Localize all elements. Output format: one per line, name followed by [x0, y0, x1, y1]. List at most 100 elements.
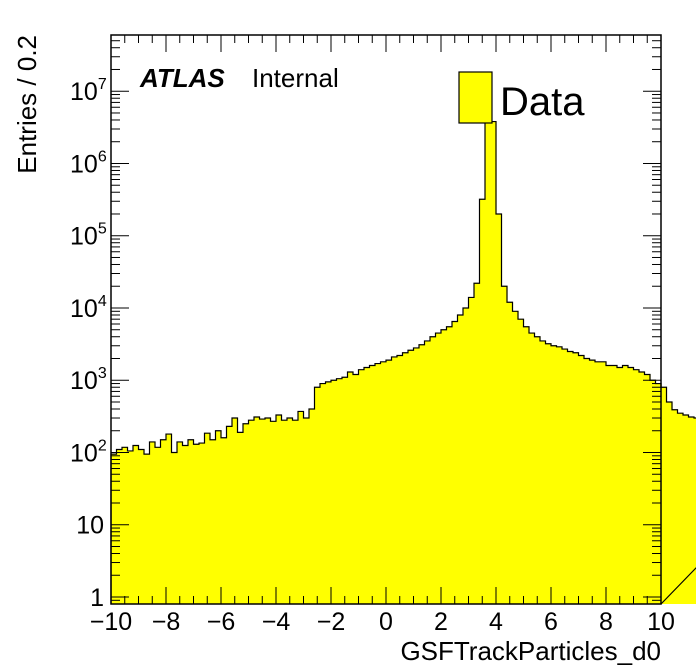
histogram-bin: [584, 358, 591, 604]
x-tick-label: 4: [489, 608, 503, 636]
histogram-bin: [149, 441, 156, 604]
histogram-bin: [622, 365, 629, 604]
legend-swatch: [458, 71, 493, 124]
histogram-bin: [540, 340, 547, 604]
histogram-bin: [160, 439, 167, 604]
y-tick-label-exponent: 2: [98, 437, 107, 454]
x-tick-label: 10: [647, 608, 675, 636]
histogram-bin: [529, 333, 536, 604]
histogram-bin: [562, 349, 569, 604]
histogram-bin: [463, 307, 470, 604]
x-tick-label: −2: [317, 608, 346, 636]
histogram-bin: [116, 449, 123, 604]
histogram-bin: [237, 432, 244, 604]
histogram-bin: [122, 447, 129, 604]
legend-label: Data: [500, 80, 585, 124]
histogram-bin: [276, 415, 283, 604]
histogram-bin: [127, 450, 134, 604]
histogram-bin: [331, 380, 338, 604]
histogram-bin: [188, 439, 195, 604]
y-tick-label-base: 10: [70, 223, 98, 251]
histogram-bin: [694, 418, 696, 604]
histogram-bin: [248, 420, 255, 604]
histogram-bin: [155, 447, 162, 604]
histogram-bin: [298, 411, 305, 604]
histogram-bin: [523, 326, 530, 604]
histogram-bin: [468, 297, 475, 604]
histogram-bin: [166, 434, 173, 604]
histogram-bin: [397, 355, 404, 604]
y-tick-label: 106: [70, 148, 107, 178]
y-tick-label-exponent: 4: [98, 293, 107, 310]
y-tick-label-base: 10: [70, 78, 98, 106]
y-tick-label: 105: [70, 221, 107, 251]
histogram-bin: [688, 416, 695, 604]
y-axis-title: Entries / 0.2: [12, 35, 42, 174]
x-tick-label: −10: [90, 608, 132, 636]
x-tick-label: 8: [599, 608, 613, 636]
x-tick-label: −6: [207, 608, 236, 636]
y-tick-label-base: 10: [70, 150, 98, 178]
histogram-bin: [320, 383, 327, 604]
y-tick-label-exponent: 5: [98, 221, 107, 238]
histogram-bin: [221, 437, 228, 604]
histogram-bin: [133, 445, 140, 604]
histogram-bin: [430, 336, 437, 604]
histogram-bin: [573, 352, 580, 604]
legend: Data: [458, 71, 585, 124]
x-tick-label: −4: [262, 608, 291, 636]
histogram-bin: [210, 439, 217, 604]
y-tick-label: 1: [90, 584, 104, 612]
histogram-bin: [496, 213, 503, 604]
histogram-bin: [457, 314, 464, 604]
x-tick-label: 2: [434, 608, 448, 636]
y-tick-label-base: 10: [70, 295, 98, 323]
histogram-bin: [551, 345, 558, 604]
histogram-bin: [611, 365, 618, 604]
histogram-bin: [479, 199, 486, 604]
histogram-bin: [672, 409, 679, 604]
histogram-bin: [485, 121, 492, 604]
histogram-bin: [303, 418, 310, 604]
x-tick-labels: −10 −8 −6 −4 −2 0 2 4 6 8 10: [90, 608, 675, 636]
histogram-bin: [144, 454, 151, 604]
histogram-bin: [666, 401, 673, 604]
histogram-bin: [111, 454, 118, 604]
atlas-label: ATLAS: [139, 63, 225, 93]
y-tick-label: 10: [76, 512, 104, 540]
histogram-bin: [215, 430, 222, 604]
histogram-bin: [386, 360, 393, 604]
histogram-bin: [171, 452, 178, 604]
histogram-bin: [419, 344, 426, 604]
histogram-bin: [567, 351, 574, 604]
histogram-bin: [655, 383, 662, 604]
histogram-bin: [353, 374, 360, 604]
histogram-bin: [413, 347, 420, 604]
histogram-bin: [474, 283, 481, 604]
histogram-bin: [342, 377, 349, 604]
histogram-bin: [628, 367, 635, 604]
histogram-bin: [265, 418, 272, 604]
histogram-bin: [490, 121, 497, 604]
histogram-bin: [138, 449, 145, 604]
histogram-bin: [512, 311, 519, 604]
y-tick-label-base: 10: [70, 367, 98, 395]
histogram-bin: [193, 444, 200, 604]
y-tick-label-exponent: 7: [98, 76, 107, 93]
histogram-bars: [111, 121, 696, 604]
histogram-bin: [633, 369, 640, 604]
y-tick-label-base: 10: [70, 439, 98, 467]
histogram-bin: [595, 361, 602, 604]
histogram-bin: [556, 346, 563, 604]
histogram-bin: [375, 363, 382, 604]
histogram-bin: [369, 365, 376, 604]
histogram-bin: [639, 372, 646, 604]
histogram-bin: [364, 367, 371, 604]
histogram-bin: [545, 343, 552, 604]
histogram-bin: [380, 361, 387, 604]
histogram-bin: [243, 423, 250, 604]
histogram-bin: [600, 361, 607, 604]
histogram-bin: [204, 433, 211, 604]
